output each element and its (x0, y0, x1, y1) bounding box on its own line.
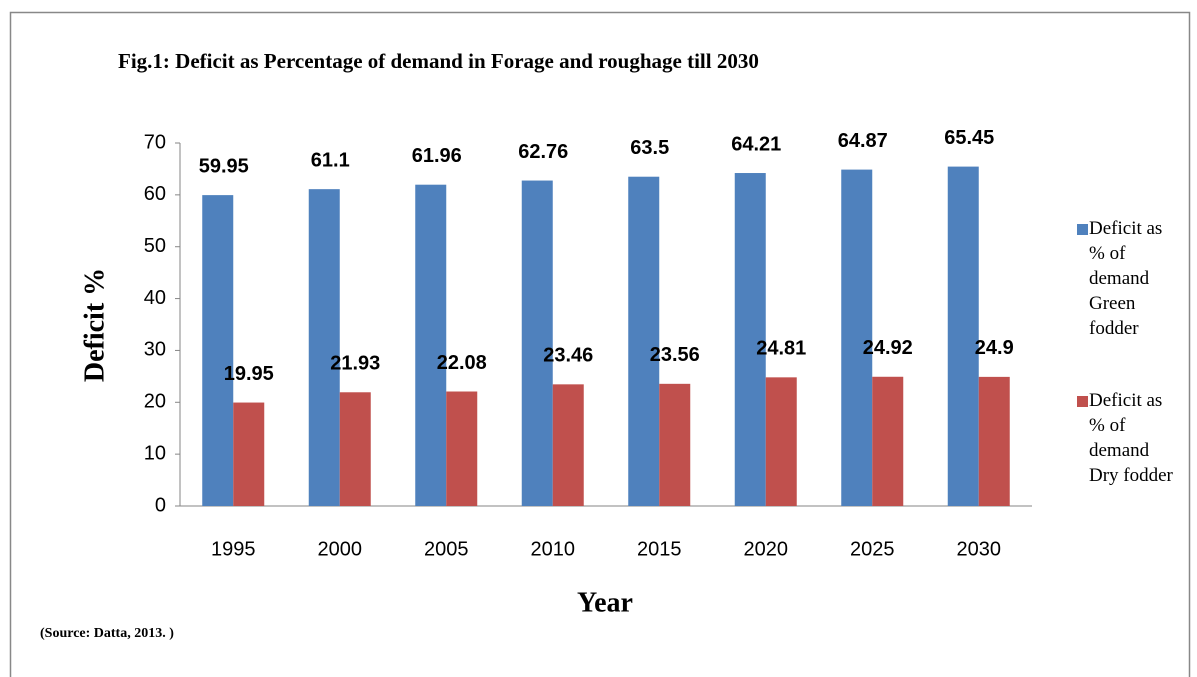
bar (947, 166, 979, 506)
legend-swatch (1077, 224, 1088, 235)
x-tick-label: 2020 (744, 538, 789, 560)
value-label: 19.95 (224, 363, 274, 385)
y-tick-label: 10 (144, 442, 166, 464)
value-label: 61.96 (412, 145, 462, 167)
value-label: 23.46 (543, 345, 593, 367)
bar (202, 195, 234, 506)
legend-entry: Deficit as % of demand Dry fodder (1089, 390, 1173, 486)
bar (552, 384, 584, 506)
bar (415, 184, 447, 506)
x-axis-label: Year (577, 587, 633, 618)
x-tick-label: 1995 (211, 538, 256, 560)
value-label: 24.92 (863, 337, 913, 359)
bar (765, 377, 797, 506)
value-label: 63.5 (630, 137, 669, 159)
y-tick-label: 0 (155, 494, 166, 516)
y-axis-label: Deficit % (79, 268, 110, 382)
y-tick-label: 20 (144, 391, 166, 413)
y-tick-label: 60 (144, 183, 166, 205)
bar (521, 180, 553, 507)
bar (872, 376, 904, 506)
frame (9, 11, 1191, 677)
legend-label: Deficit as % of demand Dry fodder (1089, 390, 1173, 486)
x-tick-label: 2015 (637, 538, 682, 560)
legend-entry: Deficit as % of demand Green fodder (1089, 218, 1163, 339)
legend-label: Deficit as % of demand Green fodder (1089, 218, 1163, 339)
y-tick-label: 70 (144, 131, 166, 153)
value-label: 24.9 (975, 337, 1014, 359)
value-label: 22.08 (437, 352, 487, 374)
bar (659, 383, 691, 506)
x-tick-label: 2010 (531, 538, 576, 560)
value-label: 61.1 (311, 149, 350, 171)
legend-swatch (1077, 396, 1088, 407)
bar (734, 173, 766, 507)
chart-title: Fig.1: Deficit as Percentage of demand i… (118, 49, 759, 73)
y-tick-label: 50 (144, 235, 166, 257)
y-tick-label: 30 (144, 339, 166, 361)
bar (841, 169, 873, 506)
x-tick-label: 2030 (957, 538, 1002, 560)
value-label: 23.56 (650, 344, 700, 366)
x-tick-label: 2000 (318, 538, 363, 560)
value-label: 24.81 (756, 338, 806, 360)
bar (446, 391, 478, 506)
x-tick-label: 2025 (850, 538, 895, 560)
value-label: 21.93 (330, 353, 380, 375)
bar (978, 376, 1010, 506)
source-note: (Source: Datta, 2013. ) (40, 626, 174, 641)
value-label: 64.87 (838, 130, 888, 152)
bar (308, 189, 340, 506)
bar (233, 402, 265, 506)
value-label: 62.76 (518, 141, 568, 163)
value-label: 65.45 (944, 127, 994, 149)
bar (339, 392, 371, 506)
y-tick-label: 40 (144, 287, 166, 309)
bar (628, 176, 660, 506)
value-label: 59.95 (199, 155, 249, 177)
value-label: 64.21 (731, 133, 781, 155)
x-tick-label: 2005 (424, 538, 469, 560)
